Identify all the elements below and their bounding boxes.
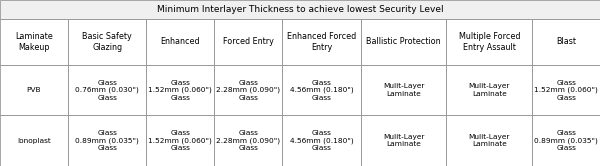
Text: Mulit-Layer
Laminate: Mulit-Layer Laminate bbox=[469, 83, 510, 97]
Text: Glass
0.76mm (0.030")
Glass: Glass 0.76mm (0.030") Glass bbox=[75, 80, 139, 101]
Bar bbox=[361, 65, 446, 115]
Bar bbox=[214, 115, 282, 166]
Text: Glass
1.52mm (0.060")
Glass: Glass 1.52mm (0.060") Glass bbox=[534, 80, 598, 101]
Text: Glass
2.28mm (0.090")
Glass: Glass 2.28mm (0.090") Glass bbox=[216, 80, 280, 101]
Bar bbox=[282, 65, 361, 115]
Bar bbox=[146, 19, 214, 65]
Bar bbox=[146, 19, 214, 65]
Bar bbox=[532, 19, 600, 65]
Bar bbox=[146, 115, 214, 166]
Text: Forced Entry: Forced Entry bbox=[223, 37, 274, 46]
Bar bbox=[0, 19, 68, 65]
Bar bbox=[68, 19, 146, 65]
Bar bbox=[214, 65, 282, 115]
Bar bbox=[532, 65, 600, 115]
Bar bbox=[446, 19, 532, 65]
Bar bbox=[68, 115, 146, 166]
Text: Minimum Interlayer Thickness to achieve lowest Security Level: Minimum Interlayer Thickness to achieve … bbox=[157, 5, 443, 14]
Text: Glass
1.52mm (0.060")
Glass: Glass 1.52mm (0.060") Glass bbox=[148, 130, 212, 151]
Bar bbox=[0, 65, 68, 115]
Bar bbox=[446, 115, 532, 166]
Bar bbox=[446, 65, 532, 115]
Bar bbox=[214, 115, 282, 166]
Text: Glass
4.56mm (0.180")
Glass: Glass 4.56mm (0.180") Glass bbox=[290, 80, 353, 101]
Bar bbox=[532, 115, 600, 166]
Bar bbox=[532, 65, 600, 115]
Bar bbox=[446, 115, 532, 166]
Bar bbox=[68, 65, 146, 115]
Bar bbox=[0, 0, 600, 19]
Bar bbox=[282, 19, 361, 65]
Text: Mulit-Layer
Laminate: Mulit-Layer Laminate bbox=[383, 134, 424, 147]
Bar bbox=[361, 19, 446, 65]
Text: PVB: PVB bbox=[26, 87, 41, 93]
Bar bbox=[214, 19, 282, 65]
Text: Glass
1.52mm (0.060")
Glass: Glass 1.52mm (0.060") Glass bbox=[148, 80, 212, 101]
Bar bbox=[282, 19, 361, 65]
Bar bbox=[532, 19, 600, 65]
Bar bbox=[146, 65, 214, 115]
Text: Glass
0.89mm (0.035")
Glass: Glass 0.89mm (0.035") Glass bbox=[534, 130, 598, 151]
Bar bbox=[146, 115, 214, 166]
Bar bbox=[214, 19, 282, 65]
Text: Mulit-Layer
Laminate: Mulit-Layer Laminate bbox=[469, 134, 510, 147]
Bar bbox=[446, 19, 532, 65]
Bar bbox=[282, 65, 361, 115]
Bar bbox=[214, 65, 282, 115]
Bar bbox=[361, 115, 446, 166]
Text: Basic Safety
Glazing: Basic Safety Glazing bbox=[82, 32, 132, 52]
Bar bbox=[146, 65, 214, 115]
Text: Blast: Blast bbox=[556, 37, 576, 46]
Bar bbox=[282, 115, 361, 166]
Bar bbox=[68, 19, 146, 65]
Bar bbox=[361, 19, 446, 65]
Text: Multiple Forced
Entry Assault: Multiple Forced Entry Assault bbox=[458, 32, 520, 52]
Bar bbox=[0, 65, 68, 115]
Text: Laminate
Makeup: Laminate Makeup bbox=[15, 32, 53, 52]
Bar bbox=[446, 65, 532, 115]
Bar bbox=[0, 0, 600, 19]
Bar bbox=[0, 19, 68, 65]
Text: Ionoplast: Ionoplast bbox=[17, 138, 51, 144]
Text: Ballistic Protection: Ballistic Protection bbox=[366, 37, 441, 46]
Text: Glass
0.89mm (0.035")
Glass: Glass 0.89mm (0.035") Glass bbox=[75, 130, 139, 151]
Text: Glass
4.56mm (0.180")
Glass: Glass 4.56mm (0.180") Glass bbox=[290, 130, 353, 151]
Bar bbox=[0, 115, 68, 166]
Text: Glass
2.28mm (0.090")
Glass: Glass 2.28mm (0.090") Glass bbox=[216, 130, 280, 151]
Text: Enhanced Forced
Entry: Enhanced Forced Entry bbox=[287, 32, 356, 52]
Bar bbox=[532, 115, 600, 166]
Text: Enhanced: Enhanced bbox=[161, 37, 200, 46]
Bar bbox=[68, 65, 146, 115]
Bar bbox=[68, 115, 146, 166]
Text: Mulit-Layer
Laminate: Mulit-Layer Laminate bbox=[383, 83, 424, 97]
Bar bbox=[0, 115, 68, 166]
Bar bbox=[361, 115, 446, 166]
Bar bbox=[361, 65, 446, 115]
Bar bbox=[282, 115, 361, 166]
